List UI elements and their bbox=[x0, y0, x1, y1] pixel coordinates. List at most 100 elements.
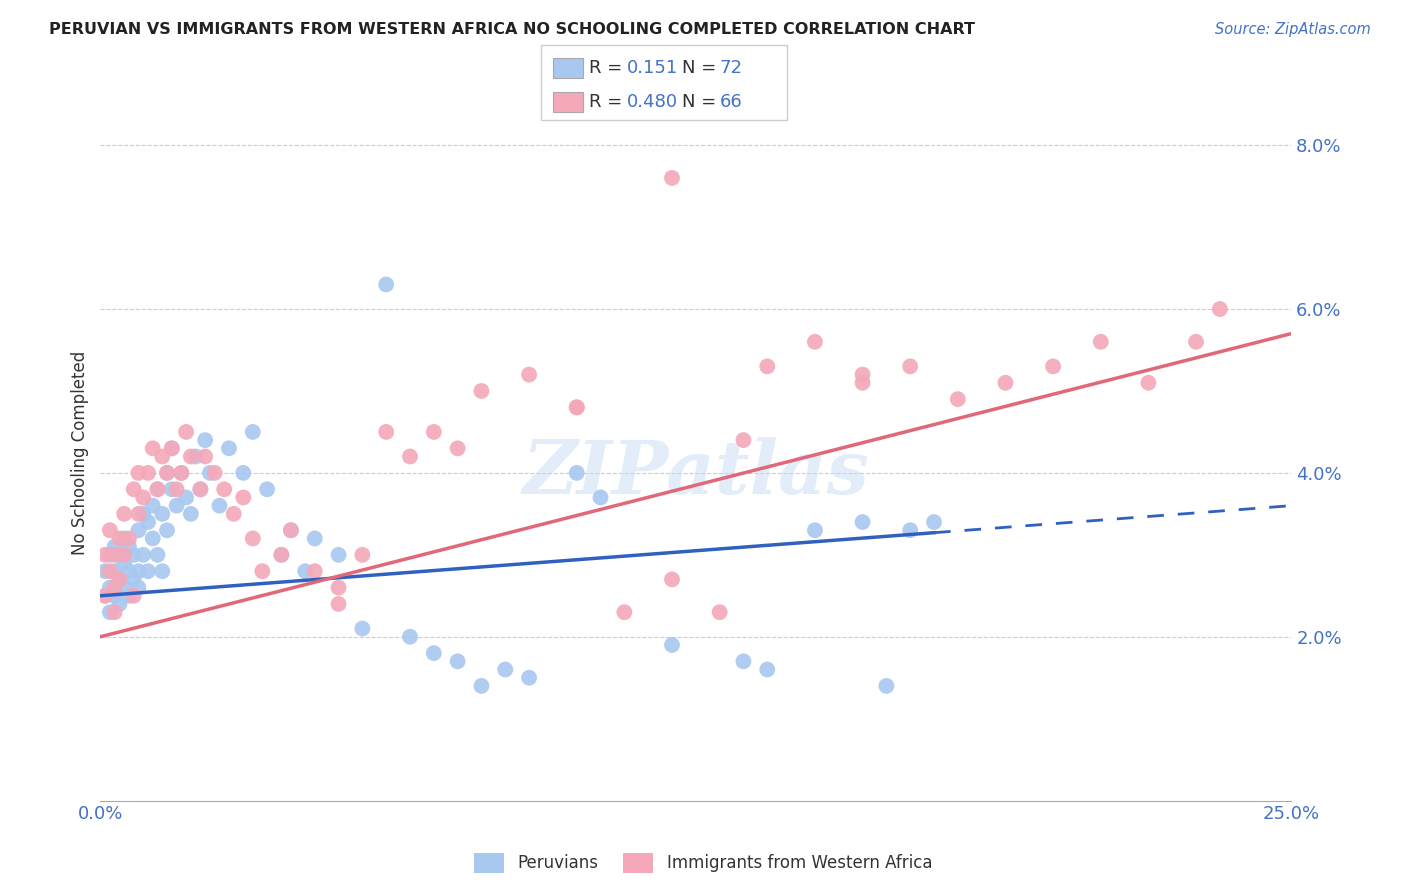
Point bbox=[194, 433, 217, 447]
Point bbox=[122, 483, 145, 497]
Point bbox=[922, 515, 945, 529]
Y-axis label: No Schooling Completed: No Schooling Completed bbox=[72, 351, 89, 555]
Point bbox=[613, 605, 636, 619]
Point bbox=[108, 573, 131, 587]
Point bbox=[1137, 376, 1160, 390]
Point bbox=[399, 450, 422, 464]
Point bbox=[733, 433, 755, 447]
Text: 66: 66 bbox=[720, 93, 742, 111]
Point bbox=[194, 450, 217, 464]
Point bbox=[146, 548, 169, 562]
Point bbox=[423, 425, 446, 439]
Point bbox=[294, 564, 316, 578]
Point bbox=[150, 507, 173, 521]
Point bbox=[98, 523, 121, 537]
Point bbox=[132, 507, 155, 521]
Point bbox=[104, 581, 127, 595]
Point bbox=[565, 466, 588, 480]
Point bbox=[180, 507, 202, 521]
Point bbox=[94, 564, 117, 578]
Point bbox=[136, 515, 159, 529]
Point bbox=[1185, 334, 1208, 349]
Point bbox=[994, 376, 1017, 390]
Point bbox=[470, 384, 492, 398]
Point bbox=[160, 442, 183, 456]
Point bbox=[136, 564, 159, 578]
Legend: Peruvians, Immigrants from Western Africa: Peruvians, Immigrants from Western Afric… bbox=[467, 847, 939, 880]
Point bbox=[304, 532, 326, 546]
Point bbox=[104, 605, 127, 619]
Point bbox=[122, 589, 145, 603]
Point bbox=[156, 523, 179, 537]
Text: Source: ZipAtlas.com: Source: ZipAtlas.com bbox=[1215, 22, 1371, 37]
Point bbox=[112, 532, 135, 546]
Point bbox=[661, 170, 683, 185]
Point bbox=[156, 466, 179, 480]
Point bbox=[142, 532, 165, 546]
Point bbox=[94, 589, 117, 603]
Point bbox=[851, 368, 873, 382]
Point bbox=[190, 483, 212, 497]
Point bbox=[108, 548, 131, 562]
Point bbox=[756, 663, 779, 677]
Point bbox=[127, 581, 149, 595]
Point bbox=[146, 483, 169, 497]
Point bbox=[112, 581, 135, 595]
Text: 72: 72 bbox=[720, 59, 742, 77]
Text: N =: N = bbox=[682, 59, 721, 77]
Point bbox=[517, 671, 540, 685]
Point bbox=[270, 548, 292, 562]
Point bbox=[112, 556, 135, 570]
Point bbox=[212, 483, 235, 497]
Point bbox=[470, 679, 492, 693]
Point bbox=[423, 646, 446, 660]
Point bbox=[494, 663, 516, 677]
Point bbox=[156, 466, 179, 480]
Point bbox=[1090, 334, 1112, 349]
Point bbox=[375, 425, 398, 439]
Point bbox=[118, 540, 141, 554]
Point bbox=[756, 359, 779, 374]
Point bbox=[198, 466, 221, 480]
Point bbox=[446, 654, 468, 668]
Text: PERUVIAN VS IMMIGRANTS FROM WESTERN AFRICA NO SCHOOLING COMPLETED CORRELATION CH: PERUVIAN VS IMMIGRANTS FROM WESTERN AFRI… bbox=[49, 22, 976, 37]
Point bbox=[242, 425, 264, 439]
Point bbox=[104, 589, 127, 603]
Point bbox=[136, 466, 159, 480]
Point bbox=[252, 564, 274, 578]
Point bbox=[256, 483, 278, 497]
Point bbox=[222, 507, 245, 521]
Point bbox=[184, 450, 207, 464]
Point bbox=[180, 450, 202, 464]
Point bbox=[946, 392, 969, 406]
Point bbox=[232, 491, 254, 505]
Point bbox=[375, 277, 398, 292]
Text: N =: N = bbox=[682, 93, 721, 111]
Point bbox=[270, 548, 292, 562]
Point bbox=[94, 589, 117, 603]
Point bbox=[118, 589, 141, 603]
Point bbox=[150, 564, 173, 578]
Point bbox=[352, 622, 374, 636]
Point bbox=[242, 532, 264, 546]
Point bbox=[352, 548, 374, 562]
Point bbox=[804, 334, 827, 349]
Point bbox=[166, 483, 188, 497]
Point bbox=[218, 442, 240, 456]
Point bbox=[851, 376, 873, 390]
Point bbox=[190, 483, 212, 497]
Point bbox=[280, 523, 302, 537]
Point bbox=[170, 466, 193, 480]
Point bbox=[98, 548, 121, 562]
Point bbox=[108, 597, 131, 611]
Point bbox=[104, 540, 127, 554]
Point bbox=[132, 548, 155, 562]
Point bbox=[112, 548, 135, 562]
Point bbox=[898, 359, 921, 374]
Point bbox=[166, 499, 188, 513]
Point bbox=[127, 466, 149, 480]
Point bbox=[328, 597, 350, 611]
Point bbox=[112, 507, 135, 521]
Point bbox=[98, 605, 121, 619]
Text: R =: R = bbox=[589, 93, 628, 111]
